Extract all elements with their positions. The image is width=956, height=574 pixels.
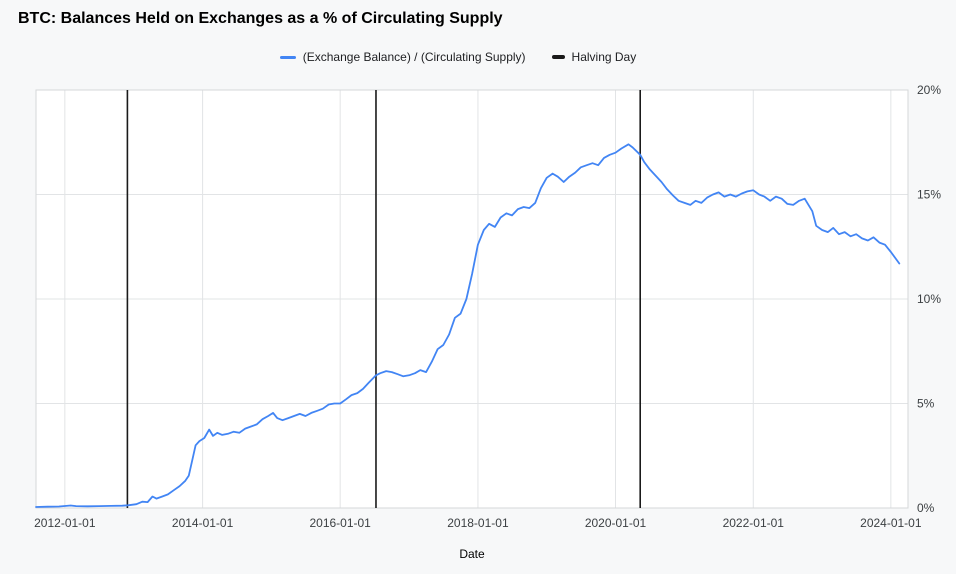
y-tick-label: 10% — [917, 292, 941, 306]
chart-title: BTC: Balances Held on Exchanges as a % o… — [18, 10, 503, 27]
y-tick-label: 5% — [917, 397, 935, 411]
x-tick-label: 2022-01-01 — [723, 516, 785, 530]
series-line-swatch-icon — [279, 55, 296, 59]
y-tick-label: 15% — [917, 188, 941, 202]
x-tick-label: 2018-01-01 — [447, 516, 509, 530]
y-tick-label: 0% — [917, 501, 935, 515]
plot-area: 0% 5% 10% 15% 20% 2012-01-01 2014-01-01 2016-01… — [0, 75, 956, 574]
y-tick-label: 20% — [917, 83, 941, 97]
halving-line-swatch-icon — [551, 55, 565, 59]
legend-item-series: (Exchange Balance) / (Circulating Supply… — [279, 50, 526, 64]
x-tick-label: 2024-01-01 — [860, 516, 922, 530]
plot-border — [35, 89, 909, 509]
x-tick-label: 2020-01-01 — [585, 516, 647, 530]
legend: (Exchange Balance) / (Circulating Supply… — [0, 50, 916, 64]
x-tick-label: 2016-01-01 — [309, 516, 371, 530]
series-line — [35, 143, 901, 508]
legend-item-halving: Halving Day — [551, 50, 637, 64]
x-tick-label: 2012-01-01 — [34, 516, 96, 530]
x-tick-label: 2014-01-01 — [172, 516, 234, 530]
x-axis-title: Date — [459, 547, 485, 561]
legend-label-halving: Halving Day — [571, 50, 637, 64]
legend-label-series: (Exchange Balance) / (Circulating Supply… — [302, 50, 526, 64]
chart-canvas: 0% 5% 10% 15% 20% 2012-01-01 2014-01-01 2016-01… — [34, 83, 941, 561]
